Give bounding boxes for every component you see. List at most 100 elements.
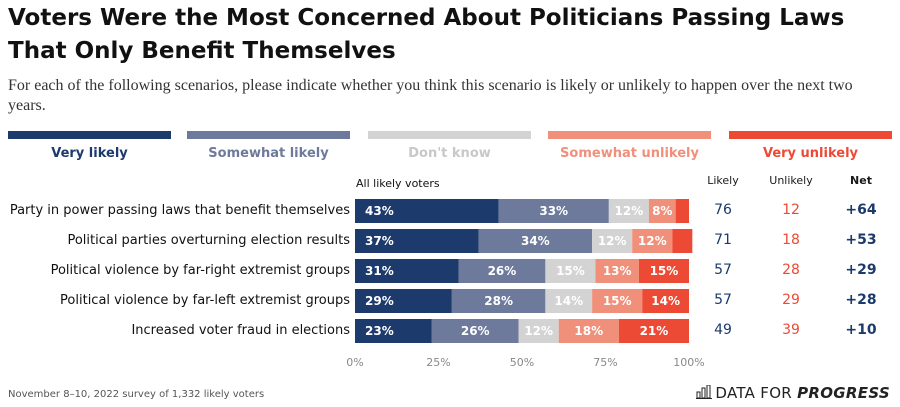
data-label: 15% [556, 264, 585, 278]
data-label: 13% [603, 264, 632, 278]
data-label: 26% [488, 264, 517, 278]
bar-segment-very-likely [355, 229, 479, 253]
bar-segment-somewhat-likely [458, 259, 546, 283]
legend-swatch [729, 131, 892, 139]
data-label: 34% [521, 234, 550, 248]
data-label: 14% [651, 294, 680, 308]
legend-label: Very likely [51, 146, 128, 161]
data-label: 43% [365, 204, 394, 218]
likely-column-header: Likely [707, 174, 739, 187]
legend-label: Somewhat likely [208, 146, 329, 161]
data-label: 26% [461, 324, 490, 338]
unlikely-column-header: Unlikely [769, 174, 813, 187]
data-label: 21% [640, 324, 669, 338]
bar-segment-very-unlikely [618, 319, 689, 343]
legend-swatch [8, 131, 171, 139]
bar-segment-don-t-know [608, 199, 649, 223]
data-label: 31% [365, 264, 394, 278]
row-label: Political violence by far-left extremist… [60, 293, 350, 308]
likely-value: 76 [714, 202, 732, 218]
row-label: Party in power passing laws that benefit… [9, 203, 350, 218]
bar-segment-very-likely [355, 259, 459, 283]
x-tick-label: 0% [346, 356, 363, 369]
bar-segment-somewhat-unlikely [558, 319, 619, 343]
likely-value: 57 [714, 262, 732, 278]
data-label: 33% [539, 204, 568, 218]
data-label: 12% [524, 324, 553, 338]
bar-segment-very-unlikely [638, 259, 689, 283]
bar-segment-somewhat-unlikely [595, 259, 639, 283]
data-label: 14% [554, 294, 583, 308]
data-label: 15% [650, 264, 679, 278]
bar-segment-don-t-know [518, 319, 559, 343]
bar-segment-somewhat-likely [431, 319, 519, 343]
bar-segment-very-likely [355, 319, 432, 343]
legend-swatch [368, 131, 531, 139]
data-label: 37% [365, 234, 394, 248]
bar-chart-icon [696, 384, 713, 399]
row-label: Political violence by far-right extremis… [50, 263, 350, 278]
x-tick-label: 25% [426, 356, 450, 369]
bar-segment-somewhat-unlikely [632, 229, 673, 253]
x-tick-label: 100% [673, 356, 704, 369]
brand-logo: DATA FOR PROGRESS [696, 384, 890, 402]
likely-value: 49 [714, 322, 732, 338]
x-tick-label: 50% [510, 356, 534, 369]
bar-segment-somewhat-likely [478, 229, 593, 253]
footnote: November 8–10, 2022 survey of 1,332 like… [8, 389, 265, 400]
bar-segment-very-likely [355, 289, 452, 313]
bar-segment-somewhat-unlikely [592, 289, 643, 313]
row-label: Political parties overturning election r… [67, 233, 350, 248]
data-label: 8% [652, 204, 672, 218]
unlikely-value: 39 [782, 322, 800, 338]
net-value: +28 [845, 292, 877, 308]
legend-label: Don't know [408, 146, 491, 161]
legend-item-very-likely: Very likely [8, 131, 171, 161]
x-tick-label: 75% [593, 356, 617, 369]
unlikely-value: 29 [782, 292, 800, 308]
data-label: 12% [615, 204, 644, 218]
brand-part1: DATA FOR [715, 384, 798, 402]
likely-value: 57 [714, 292, 732, 308]
legend-item-somewhat-unlikely: Somewhat unlikely [548, 131, 711, 161]
data-label: 29% [365, 294, 394, 308]
brand-part2: PROGRESS [797, 384, 890, 402]
legend-item-don-t-know: Don't know [368, 131, 531, 161]
bar-segment-don-t-know [545, 259, 596, 283]
bar-segment-somewhat-likely [451, 289, 546, 313]
chart-title: Voters Were the Most Concerned About Pol… [8, 5, 845, 64]
data-label: 12% [598, 234, 627, 248]
net-column-header: Net [850, 174, 872, 187]
bar-segment-very-unlikely [672, 229, 693, 253]
bar-segment-very-likely [355, 199, 499, 223]
bar-segment-don-t-know [545, 289, 593, 313]
unlikely-value: 28 [782, 262, 800, 278]
data-label: 23% [365, 324, 394, 338]
data-label: 12% [638, 234, 667, 248]
legend-label: Somewhat unlikely [560, 146, 699, 161]
bar-segment-very-unlikely [642, 289, 689, 313]
bar-segment-very-unlikely [675, 199, 689, 223]
data-label: 28% [484, 294, 513, 308]
legend-item-somewhat-likely: Somewhat likely [187, 131, 350, 161]
net-value: +53 [845, 232, 877, 248]
unlikely-value: 18 [782, 232, 800, 248]
legend-swatch [548, 131, 711, 139]
net-value: +64 [845, 202, 877, 218]
data-label: 18% [574, 324, 603, 338]
data-label: 15% [603, 294, 632, 308]
legend-swatch [187, 131, 350, 139]
bar-segment-somewhat-unlikely [648, 199, 676, 223]
bar-segment-don-t-know [592, 229, 633, 253]
row-label: Increased voter fraud in elections [131, 323, 350, 338]
subgroup-label: All likely voters [356, 177, 440, 190]
likely-value: 71 [714, 232, 732, 248]
bar-segment-somewhat-likely [498, 199, 609, 223]
legend-label: Very unlikely [762, 146, 859, 161]
unlikely-value: 12 [782, 202, 800, 218]
net-value: +10 [845, 322, 877, 338]
net-value: +29 [845, 262, 877, 278]
chart-subtitle: For each of the following scenarios, ple… [8, 77, 853, 114]
legend-item-very-unlikely: Very unlikely [729, 131, 892, 161]
